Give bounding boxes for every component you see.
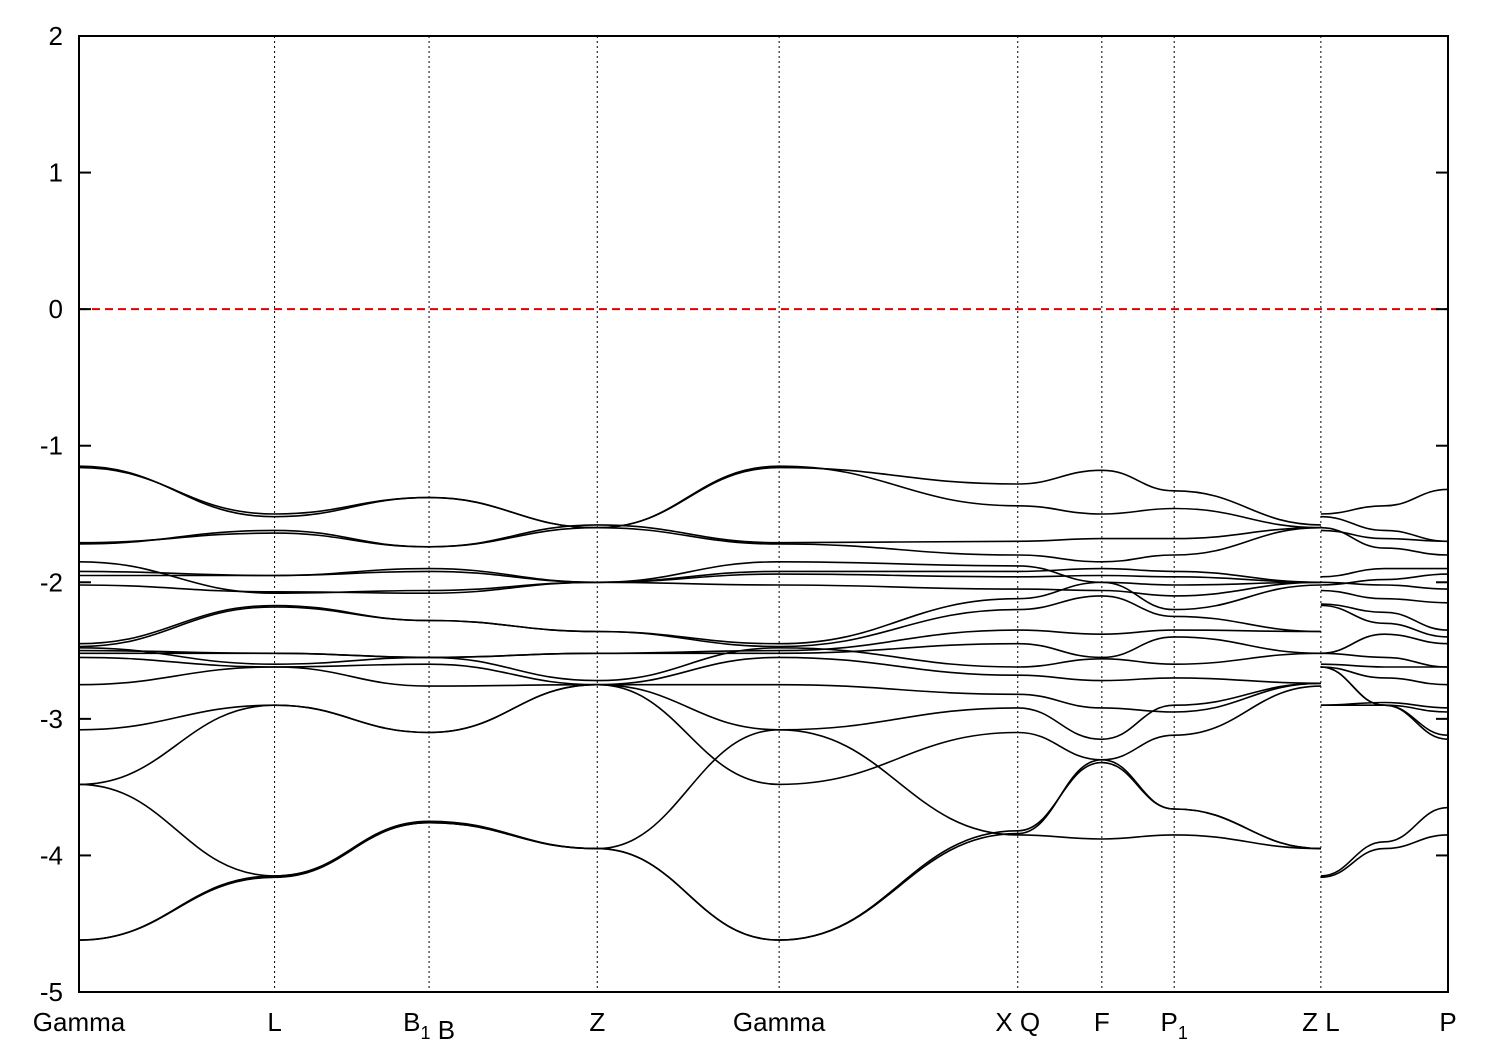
band-line-main: [78, 526, 1321, 563]
band-line-main: [78, 666, 1321, 713]
bands-layer: [78, 465, 1449, 941]
band-line-main: [78, 682, 1321, 741]
band-line-main: [79, 570, 1321, 584]
band-line-main: [78, 524, 1321, 548]
kpoint-label: Z: [589, 1007, 605, 1037]
band-line-main: [78, 761, 1321, 941]
band-line-main: [78, 560, 1321, 595]
kpoint-name: F: [1094, 1007, 1110, 1037]
band-line-main: [78, 581, 1321, 645]
kpoint-name: Gamma: [33, 1007, 126, 1037]
plot-frame: [78, 35, 1449, 993]
kpoint-name: L: [1325, 1007, 1339, 1037]
band-line-tail: [1320, 488, 1449, 515]
band-line-tail: [1320, 515, 1449, 543]
kpoint-name: B: [403, 1007, 420, 1037]
band-line-main: [78, 466, 1321, 529]
kpoint-label: Z L: [1302, 1007, 1340, 1037]
kpoint-name: Z: [1302, 1007, 1318, 1037]
y-axis-ticks: 2 1 0 -1 -2 -3 -4 -5: [40, 21, 1448, 1007]
band-line-main: [78, 595, 1321, 648]
kpoint-name: X: [995, 1007, 1012, 1037]
kpoint-name: Q: [1020, 1007, 1040, 1037]
band-line-tail: [1320, 529, 1449, 543]
band-line-tail: [1320, 666, 1449, 686]
kpoint-label: B1 B: [403, 1007, 455, 1045]
kpoint-name: P: [1439, 1007, 1456, 1037]
kpoint-subscript: 1: [1178, 1023, 1188, 1043]
band-line-tail: [1320, 581, 1449, 590]
band-line-main: [78, 636, 1321, 659]
band-line-main: [78, 758, 1321, 941]
y-tick-label: 0: [49, 294, 63, 324]
y-tick-label: -5: [40, 977, 63, 1007]
band-line-main: [78, 465, 1321, 529]
y-tick-label: -1: [40, 431, 63, 461]
kpoint-name: B: [438, 1015, 455, 1045]
band-line-tail: [1320, 704, 1449, 741]
band-line-tail: [1320, 567, 1448, 578]
kpoint-label: L: [267, 1007, 281, 1037]
y-tick-label: -4: [40, 840, 63, 870]
band-line-tail: [1320, 604, 1449, 638]
kpoint-divider-lines: [274, 36, 1322, 992]
kpoint-label: P1: [1161, 1007, 1188, 1043]
band-line-tail: [1320, 834, 1449, 879]
band-line-tail: [1320, 589, 1449, 604]
kpoint-label: Gamma: [733, 1007, 826, 1037]
y-tick-label: -2: [40, 567, 63, 597]
kpoint-label: P: [1439, 1007, 1456, 1037]
band-line-tail: [1320, 663, 1448, 668]
kpoint-name: L: [267, 1007, 281, 1037]
band-line-tail: [1320, 652, 1449, 668]
kpoint-label: F: [1094, 1007, 1110, 1037]
band-line-main: [78, 728, 1321, 877]
kpoint-label: X Q: [995, 1007, 1040, 1037]
band-line-main: [78, 683, 1321, 786]
kpoint-name: Gamma: [733, 1007, 826, 1037]
band-line-tail: [1320, 633, 1449, 655]
kpoint-name: P: [1161, 1007, 1178, 1037]
band-line-tail: [1320, 573, 1449, 586]
band-line-main: [78, 581, 1321, 597]
y-tick-label: -3: [40, 704, 63, 734]
y-tick-label: 2: [49, 21, 63, 51]
band-line-main: [78, 656, 1321, 686]
y-tick-label: 1: [49, 158, 63, 188]
kpoint-label: Gamma: [33, 1007, 126, 1037]
kpoint-subscript: 1: [420, 1023, 430, 1043]
kpoint-name: Z: [589, 1007, 605, 1037]
band-line-tail: [1320, 806, 1449, 877]
band-line-main: [78, 646, 1321, 682]
band-line-tail: [1320, 603, 1449, 631]
